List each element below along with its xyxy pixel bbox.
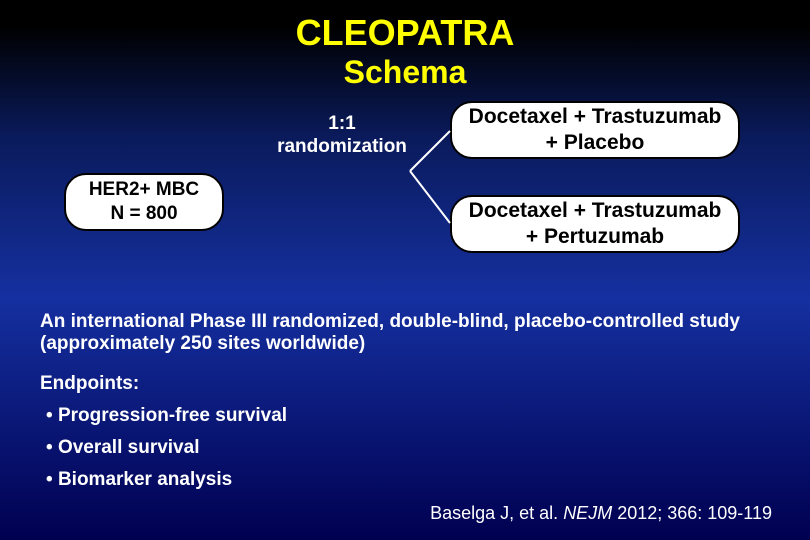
list-item: Overall survival [46,437,770,459]
title-sub: Schema [0,54,810,91]
list-item: Progression-free survival [46,405,770,427]
endpoints-list: Progression-free survival Overall surviv… [40,405,770,491]
study-description: An international Phase III randomized, d… [40,311,770,355]
connector-to-arm1 [410,131,450,171]
title-block: CLEOPATRA Schema [0,0,810,91]
connector-lines [0,91,810,311]
title-main: CLEOPATRA [0,12,810,54]
list-item: Biomarker analysis [46,469,770,491]
connector-to-arm2 [410,171,450,223]
citation-journal: NEJM [563,503,612,523]
citation: Baselga J, et al. NEJM 2012; 366: 109-11… [430,503,772,524]
citation-author: Baselga J, et al. [430,503,558,523]
endpoints-heading: Endpoints: [40,373,770,395]
schema-diagram: 1:1 randomization HER2+ MBC N = 800 Doce… [0,91,810,311]
citation-rest: 2012; 366: 109-119 [612,503,772,523]
body-text: An international Phase III randomized, d… [0,311,810,491]
